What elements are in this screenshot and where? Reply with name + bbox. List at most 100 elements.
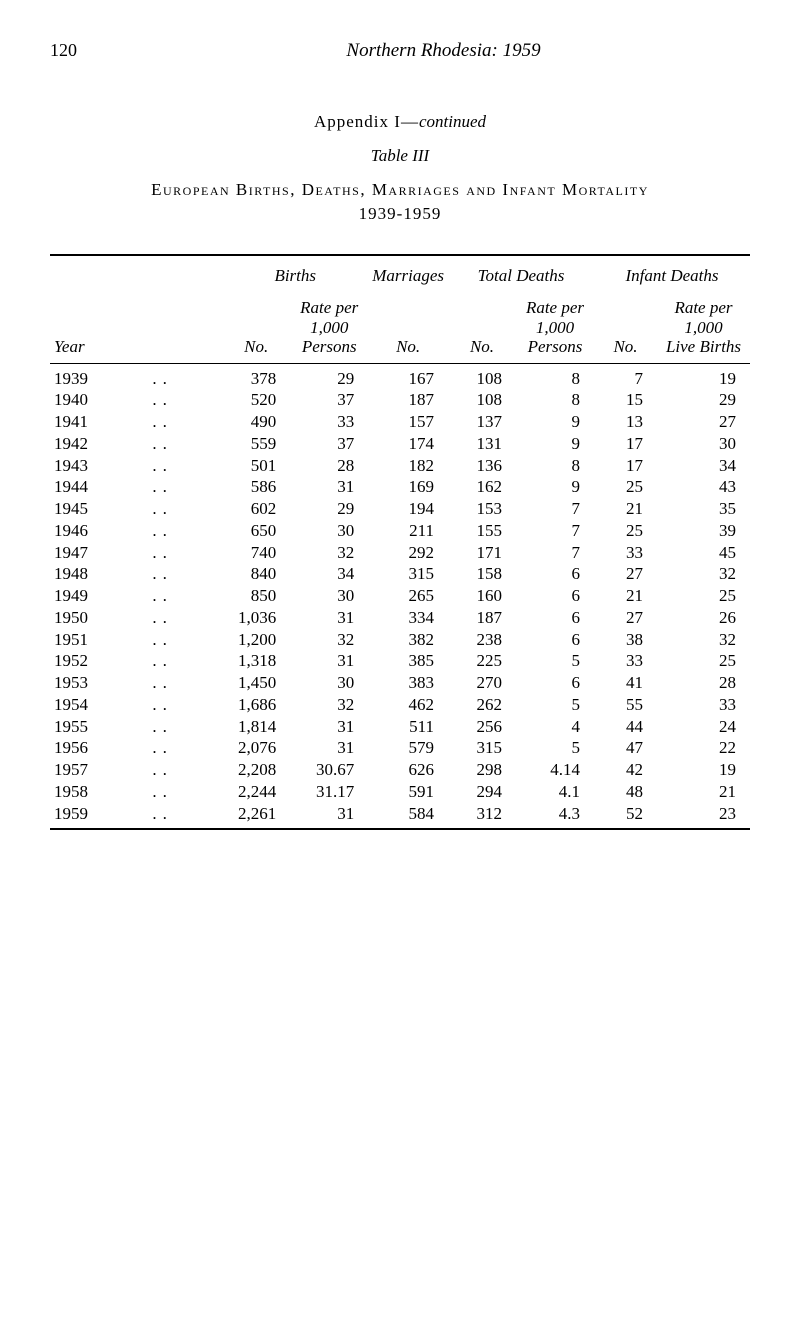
- cell-infant-rate: 35: [657, 498, 750, 520]
- cell-births-rate: 31: [290, 650, 368, 672]
- col-infant-rate: Rate per 1,000 Live Births: [657, 292, 750, 363]
- cell-infant-no: 52: [594, 803, 657, 830]
- table-row: 1953..1,4503038327064128: [50, 672, 750, 694]
- cell-births-rate: 30: [290, 520, 368, 542]
- cell-deaths-no: 108: [448, 389, 516, 411]
- cell-dots: ..: [148, 607, 222, 629]
- cell-infant-no: 48: [594, 781, 657, 803]
- cell-deaths-no: 155: [448, 520, 516, 542]
- cell-deaths-rate: 7: [516, 498, 594, 520]
- cell-births-no: 559: [222, 433, 290, 455]
- cell-births-rate: 32: [290, 694, 368, 716]
- table-row: 1959..2,261315843124.35223: [50, 803, 750, 830]
- cell-deaths-no: 162: [448, 476, 516, 498]
- table-row: 1945..6022919415372135: [50, 498, 750, 520]
- table-title: European Births, Deaths, Marriages and I…: [50, 180, 750, 200]
- cell-births-no: 602: [222, 498, 290, 520]
- cell-dots: ..: [148, 433, 222, 455]
- cell-infant-no: 15: [594, 389, 657, 411]
- cell-deaths-no: 136: [448, 455, 516, 477]
- table-row: 1951..1,2003238223863832: [50, 629, 750, 651]
- table-row: 1946..6503021115572539: [50, 520, 750, 542]
- cell-infant-no: 25: [594, 476, 657, 498]
- cell-dots: ..: [148, 716, 222, 738]
- cell-dots: ..: [148, 694, 222, 716]
- cell-dots: ..: [148, 363, 222, 389]
- cell-deaths-rate: 4.1: [516, 781, 594, 803]
- cell-deaths-no: 153: [448, 498, 516, 520]
- cell-infant-rate: 24: [657, 716, 750, 738]
- cell-deaths-rate: 4.3: [516, 803, 594, 830]
- cell-infant-no: 21: [594, 498, 657, 520]
- table-row: 1955..1,8143151125644424: [50, 716, 750, 738]
- cell-births-rate: 29: [290, 363, 368, 389]
- cell-infant-rate: 25: [657, 650, 750, 672]
- cell-births-rate: 31: [290, 803, 368, 830]
- cell-births-no: 586: [222, 476, 290, 498]
- col-infant-no: No.: [594, 292, 657, 363]
- table-row: 1941..4903315713791327: [50, 411, 750, 433]
- cell-deaths-rate: 7: [516, 520, 594, 542]
- cell-births-no: 378: [222, 363, 290, 389]
- cell-deaths-no: 187: [448, 607, 516, 629]
- cell-marriages-no: 383: [368, 672, 448, 694]
- cell-marriages-no: 187: [368, 389, 448, 411]
- cell-births-no: 2,208: [222, 759, 290, 781]
- cell-infant-no: 33: [594, 542, 657, 564]
- cell-year: 1952: [50, 650, 148, 672]
- cell-births-no: 1,814: [222, 716, 290, 738]
- cell-infant-no: 38: [594, 629, 657, 651]
- cell-infant-no: 44: [594, 716, 657, 738]
- cell-marriages-no: 626: [368, 759, 448, 781]
- cell-dots: ..: [148, 455, 222, 477]
- cell-births-rate: 31: [290, 607, 368, 629]
- cell-marriages-no: 174: [368, 433, 448, 455]
- cell-deaths-no: 225: [448, 650, 516, 672]
- appendix-label: Appendix I—: [314, 112, 419, 131]
- cell-deaths-rate: 8: [516, 389, 594, 411]
- cell-infant-rate: 29: [657, 389, 750, 411]
- cell-births-rate: 33: [290, 411, 368, 433]
- cell-births-rate: 28: [290, 455, 368, 477]
- cell-marriages-no: 167: [368, 363, 448, 389]
- cell-infant-rate: 19: [657, 759, 750, 781]
- cell-births-rate: 30.67: [290, 759, 368, 781]
- cell-deaths-rate: 5: [516, 694, 594, 716]
- cell-infant-no: 55: [594, 694, 657, 716]
- table-row: 1943..5012818213681734: [50, 455, 750, 477]
- cell-year: 1944: [50, 476, 148, 498]
- table-row: 1942..5593717413191730: [50, 433, 750, 455]
- cell-year: 1940: [50, 389, 148, 411]
- cell-dots: ..: [148, 476, 222, 498]
- cell-infant-no: 42: [594, 759, 657, 781]
- cell-infant-no: 27: [594, 607, 657, 629]
- cell-infant-rate: 23: [657, 803, 750, 830]
- cell-births-no: 650: [222, 520, 290, 542]
- cell-marriages-no: 334: [368, 607, 448, 629]
- cell-deaths-rate: 9: [516, 433, 594, 455]
- table-row: 1954..1,6863246226255533: [50, 694, 750, 716]
- cell-marriages-no: 382: [368, 629, 448, 651]
- cell-marriages-no: 385: [368, 650, 448, 672]
- cell-deaths-no: 137: [448, 411, 516, 433]
- cell-infant-no: 27: [594, 563, 657, 585]
- table-row: 1944..5863116916292543: [50, 476, 750, 498]
- cell-marriages-no: 292: [368, 542, 448, 564]
- cell-deaths-no: 270: [448, 672, 516, 694]
- cell-infant-rate: 21: [657, 781, 750, 803]
- page-header: 120 Northern Rhodesia: 1959: [50, 40, 750, 62]
- cell-births-no: 2,244: [222, 781, 290, 803]
- table-row: 1956..2,0763157931554722: [50, 737, 750, 759]
- cell-deaths-rate: 9: [516, 411, 594, 433]
- col-deaths-no: No.: [448, 292, 516, 363]
- cell-deaths-rate: 6: [516, 629, 594, 651]
- cell-infant-rate: 28: [657, 672, 750, 694]
- cell-deaths-rate: 9: [516, 476, 594, 498]
- cell-infant-rate: 45: [657, 542, 750, 564]
- cell-deaths-no: 108: [448, 363, 516, 389]
- cell-births-no: 1,318: [222, 650, 290, 672]
- cell-year: 1948: [50, 563, 148, 585]
- cell-year: 1947: [50, 542, 148, 564]
- table-body: 1939..3782916710887191940..5203718710881…: [50, 363, 750, 829]
- cell-births-no: 1,036: [222, 607, 290, 629]
